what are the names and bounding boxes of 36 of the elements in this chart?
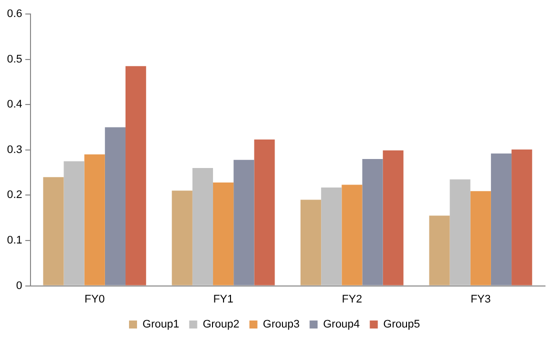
bar [254,139,275,286]
bar [192,168,214,286]
bar [321,188,342,286]
legend-label: Group1 [142,318,180,331]
x-tick-label: FY1 [213,293,234,306]
x-tick-label: FY0 [84,293,105,306]
y-tick-label: 0 [16,280,22,292]
y-tick-label: 0.6 [6,8,22,20]
bar [342,184,362,286]
bar [234,160,254,286]
bar [43,177,64,286]
bar [84,154,105,286]
bar [172,190,192,286]
bar [429,216,450,286]
bar [64,161,84,286]
bar [490,154,512,286]
y-tick-label: 0.1 [6,234,22,247]
legend-label: Group5 [383,318,420,331]
bar [300,200,322,286]
y-tick-label: 0.5 [6,53,22,66]
x-tick-label: FY3 [470,293,491,306]
y-tick-label: 0.4 [6,98,22,111]
bar [382,150,404,286]
y-tick-label: 0.2 [6,189,22,202]
x-tick-label: FY2 [342,293,362,306]
bar [126,66,146,286]
legend-label: Group4 [323,318,360,331]
bar [104,127,126,286]
bar [362,158,383,286]
legend-label: Group3 [262,318,300,331]
bar [470,191,491,286]
legend-label: Group2 [202,318,240,331]
bar [450,179,470,286]
y-tick-label: 0.3 [6,144,22,156]
bar [512,149,532,286]
bar [213,182,234,286]
